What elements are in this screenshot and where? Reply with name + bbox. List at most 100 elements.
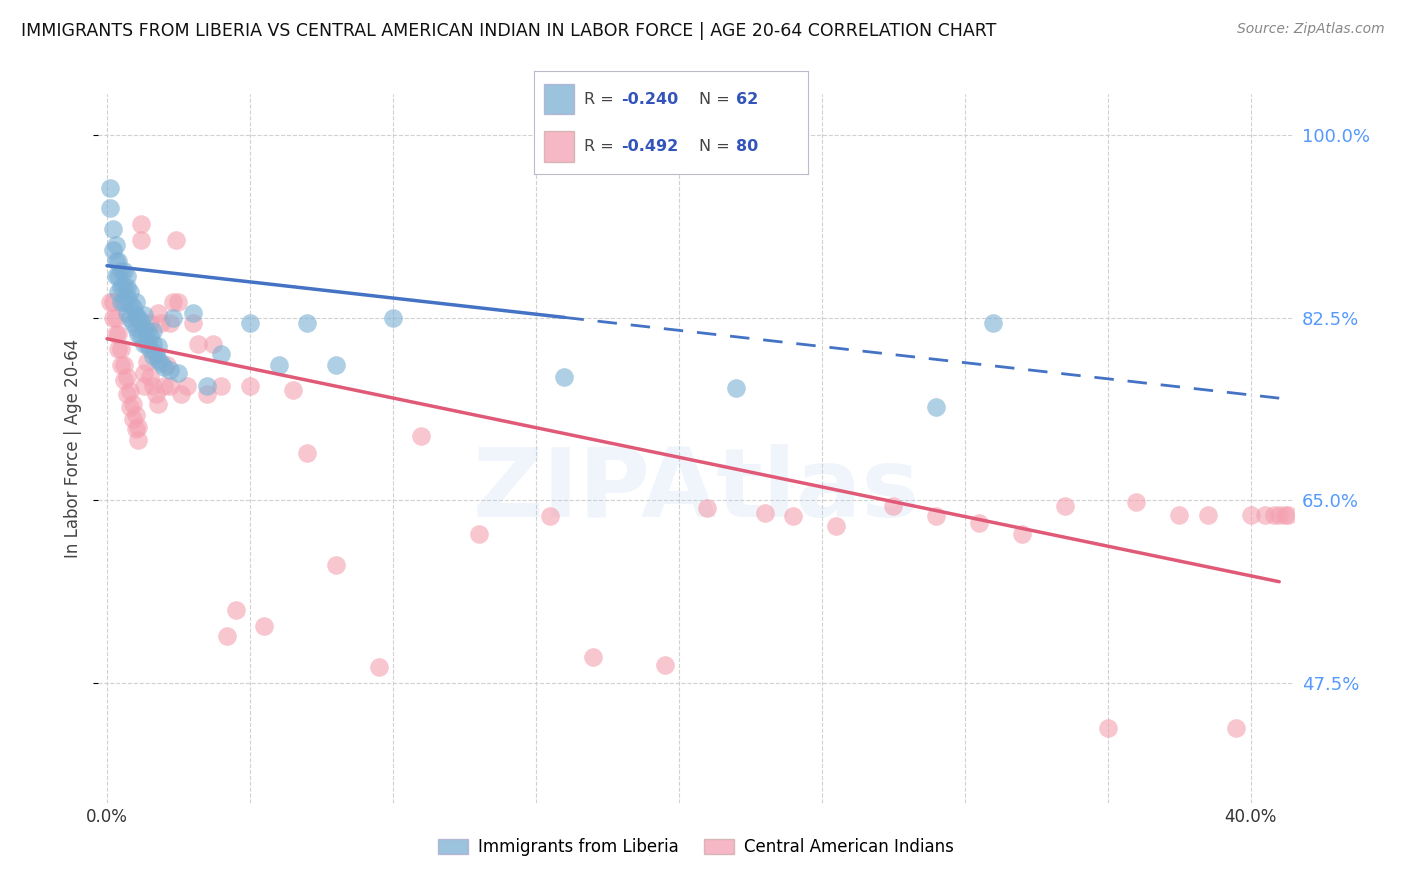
Point [295,446,318,460]
Point [1011,526,1033,541]
Point [825,519,848,533]
FancyBboxPatch shape [544,84,574,114]
Point [118,400,141,414]
Text: -0.492: -0.492 [620,139,678,153]
Point [882,499,904,513]
Point [145,387,167,401]
Point [181,316,204,330]
Point [107,269,129,284]
Point [381,310,404,325]
Point [104,253,127,268]
Point [139,328,162,343]
Point [104,326,127,341]
Point [112,374,135,388]
FancyBboxPatch shape [544,131,574,161]
Point [1197,508,1219,522]
Point [110,358,132,372]
Point [121,397,143,411]
Point [1277,508,1299,522]
Point [107,253,129,268]
Point [98,202,121,216]
Point [239,378,262,392]
Point [134,337,156,351]
Point [1168,508,1191,522]
Point [115,387,138,401]
Point [1254,508,1277,522]
Point [115,306,138,320]
Text: R =: R = [583,139,619,153]
Point [131,328,153,343]
Point [225,603,247,617]
Point [107,342,129,356]
Point [98,295,121,310]
Point [654,658,676,673]
Point [159,378,181,392]
Point [253,618,276,632]
Point [981,316,1004,330]
Point [136,337,159,351]
Point [148,339,170,353]
Point [118,285,141,299]
Point [131,314,153,328]
Point [104,238,127,252]
Point [142,378,165,392]
Point [124,308,146,322]
Point [925,400,948,414]
Point [139,370,162,384]
Point [112,264,135,278]
Point [127,310,149,325]
Point [134,366,156,380]
Point [142,325,165,339]
Point [115,269,138,284]
Point [1053,499,1076,513]
Text: 80: 80 [735,139,758,153]
Point [156,358,179,372]
Point [1239,508,1261,522]
Point [1097,721,1119,735]
Point [153,359,176,374]
Point [148,352,170,367]
Point [127,420,149,434]
Point [325,358,347,372]
Point [127,326,149,341]
Point [754,506,776,520]
Point [121,301,143,315]
Point [696,500,718,515]
Point [150,316,173,330]
Text: ZIPAtlas: ZIPAtlas [472,444,920,537]
Text: Source: ZipAtlas.com: Source: ZipAtlas.com [1237,22,1385,37]
Point [101,243,124,257]
Point [101,310,124,325]
Point [112,295,135,310]
Point [101,295,124,310]
Point [131,217,153,231]
Point [121,412,143,426]
Point [127,433,149,447]
Point [112,279,135,293]
Point [110,342,132,356]
Point [1225,721,1247,735]
Text: N =: N = [699,92,735,106]
Point [121,316,143,330]
Point [107,326,129,341]
Point [104,269,127,284]
Point [1268,508,1291,522]
Point [201,337,224,351]
Point [131,233,153,247]
Point [281,383,304,397]
Point [209,347,232,361]
Point [1274,508,1296,522]
Point [148,306,170,320]
Y-axis label: In Labor Force | Age 20-64: In Labor Force | Age 20-64 [65,339,83,558]
Point [145,347,167,361]
Point [139,342,162,356]
Text: R =: R = [583,92,619,106]
Point [239,316,262,330]
Point [110,264,132,278]
Point [139,316,162,330]
Point [325,558,347,572]
Point [134,308,156,322]
Point [367,660,389,674]
Point [124,321,146,335]
Point [110,295,132,310]
